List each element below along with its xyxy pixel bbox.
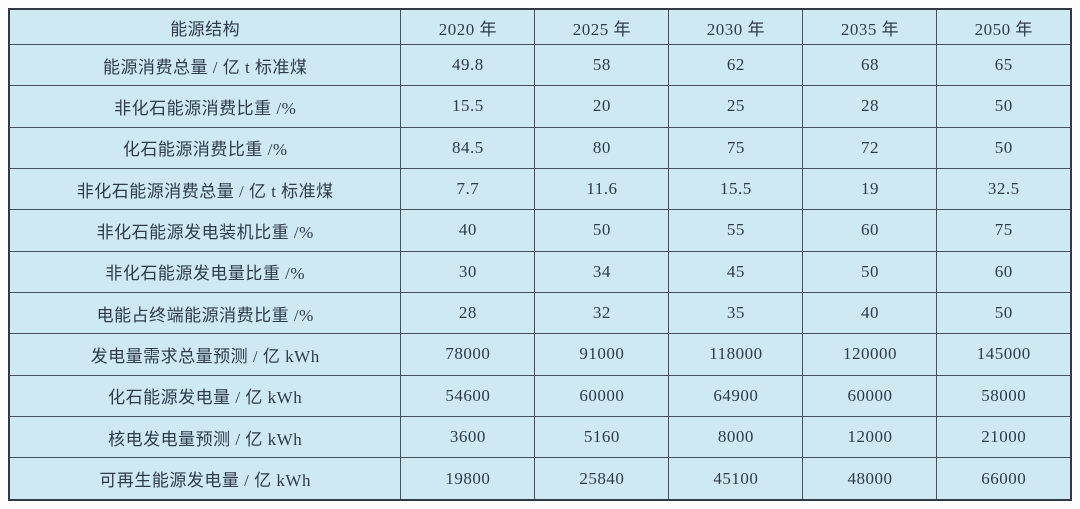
data-cell: 25840 — [534, 457, 670, 501]
data-cell: 65 — [936, 43, 1072, 87]
data-cell: 50 — [802, 250, 938, 293]
data-cell: 19 — [802, 167, 938, 211]
data-cell: 5160 — [534, 415, 670, 459]
data-cell: 84.5 — [400, 126, 536, 169]
data-cell: 15.5 — [668, 167, 804, 211]
data-cell: 60 — [802, 209, 938, 252]
data-cell: 3600 — [400, 415, 536, 459]
data-cell: 120000 — [802, 333, 938, 376]
data-cell: 54600 — [400, 374, 536, 417]
table-row: 发电量需求总量预测 / 亿 kWh 78000 91000 118000 120… — [8, 333, 1072, 376]
data-cell: 45100 — [668, 457, 804, 501]
data-cell: 60000 — [534, 374, 670, 417]
row-label: 发电量需求总量预测 / 亿 kWh — [8, 333, 402, 376]
data-cell: 66000 — [936, 457, 1072, 501]
data-cell: 49.8 — [400, 43, 536, 87]
data-cell: 50 — [936, 85, 1072, 128]
data-cell: 28 — [400, 291, 536, 335]
energy-structure-table: 能源结构 2020 年 2025 年 2030 年 2035 年 2050 年 … — [8, 8, 1072, 501]
header-cell-year-2035: 2035 年 — [802, 8, 938, 45]
data-cell: 118000 — [668, 333, 804, 376]
data-cell: 50 — [936, 126, 1072, 169]
table-header-row: 能源结构 2020 年 2025 年 2030 年 2035 年 2050 年 — [8, 8, 1072, 45]
data-cell: 15.5 — [400, 85, 536, 128]
data-cell: 60000 — [802, 374, 938, 417]
data-cell: 80 — [534, 126, 670, 169]
data-cell: 40 — [400, 209, 536, 252]
table-row: 化石能源消费比重 /% 84.5 80 75 72 50 — [8, 126, 1072, 169]
data-cell: 58 — [534, 43, 670, 87]
data-cell: 48000 — [802, 457, 938, 501]
row-label: 核电发电量预测 / 亿 kWh — [8, 415, 402, 459]
row-label: 化石能源消费比重 /% — [8, 126, 402, 169]
header-cell-year-2030: 2030 年 — [668, 8, 804, 45]
row-label: 电能占终端能源消费比重 /% — [8, 291, 402, 335]
row-label: 能源消费总量 / 亿 t 标准煤 — [8, 43, 402, 87]
data-cell: 50 — [534, 209, 670, 252]
data-cell: 91000 — [534, 333, 670, 376]
header-cell-year-2025: 2025 年 — [534, 8, 670, 45]
data-cell: 21000 — [936, 415, 1072, 459]
table-row: 非化石能源消费比重 /% 15.5 20 25 28 50 — [8, 85, 1072, 128]
header-cell-year-2050: 2050 年 — [936, 8, 1072, 45]
table-row: 非化石能源发电量比重 /% 30 34 45 50 60 — [8, 250, 1072, 293]
data-cell: 145000 — [936, 333, 1072, 376]
data-cell: 60 — [936, 250, 1072, 293]
data-cell: 62 — [668, 43, 804, 87]
data-cell: 50 — [936, 291, 1072, 335]
data-cell: 34 — [534, 250, 670, 293]
table-row: 核电发电量预测 / 亿 kWh 3600 5160 8000 12000 210… — [8, 415, 1072, 459]
data-cell: 28 — [802, 85, 938, 128]
table-row: 化石能源发电量 / 亿 kWh 54600 60000 64900 60000 … — [8, 374, 1072, 417]
row-label: 非化石能源消费总量 / 亿 t 标准煤 — [8, 167, 402, 211]
data-cell: 35 — [668, 291, 804, 335]
header-cell-year-2020: 2020 年 — [400, 8, 536, 45]
data-cell: 19800 — [400, 457, 536, 501]
table-row: 非化石能源发电装机比重 /% 40 50 55 60 75 — [8, 209, 1072, 252]
data-cell: 78000 — [400, 333, 536, 376]
row-label: 非化石能源发电装机比重 /% — [8, 209, 402, 252]
data-cell: 58000 — [936, 374, 1072, 417]
data-cell: 7.7 — [400, 167, 536, 211]
row-label: 非化石能源发电量比重 /% — [8, 250, 402, 293]
data-cell: 25 — [668, 85, 804, 128]
data-cell: 8000 — [668, 415, 804, 459]
data-cell: 55 — [668, 209, 804, 252]
data-cell: 12000 — [802, 415, 938, 459]
data-cell: 30 — [400, 250, 536, 293]
data-cell: 32 — [534, 291, 670, 335]
row-label: 可再生能源发电量 / 亿 kWh — [8, 457, 402, 501]
data-cell: 40 — [802, 291, 938, 335]
data-cell: 68 — [802, 43, 938, 87]
table-row: 能源消费总量 / 亿 t 标准煤 49.8 58 62 68 65 — [8, 43, 1072, 87]
row-label: 化石能源发电量 / 亿 kWh — [8, 374, 402, 417]
row-label: 非化石能源消费比重 /% — [8, 85, 402, 128]
table-row: 可再生能源发电量 / 亿 kWh 19800 25840 45100 48000… — [8, 457, 1072, 501]
data-cell: 45 — [668, 250, 804, 293]
header-cell-label: 能源结构 — [8, 8, 402, 45]
table-row: 非化石能源消费总量 / 亿 t 标准煤 7.7 11.6 15.5 19 32.… — [8, 167, 1072, 211]
table-row: 电能占终端能源消费比重 /% 28 32 35 40 50 — [8, 291, 1072, 335]
data-cell: 20 — [534, 85, 670, 128]
data-cell: 64900 — [668, 374, 804, 417]
data-cell: 72 — [802, 126, 938, 169]
data-cell: 11.6 — [534, 167, 670, 211]
data-cell: 32.5 — [936, 167, 1072, 211]
data-cell: 75 — [936, 209, 1072, 252]
data-cell: 75 — [668, 126, 804, 169]
